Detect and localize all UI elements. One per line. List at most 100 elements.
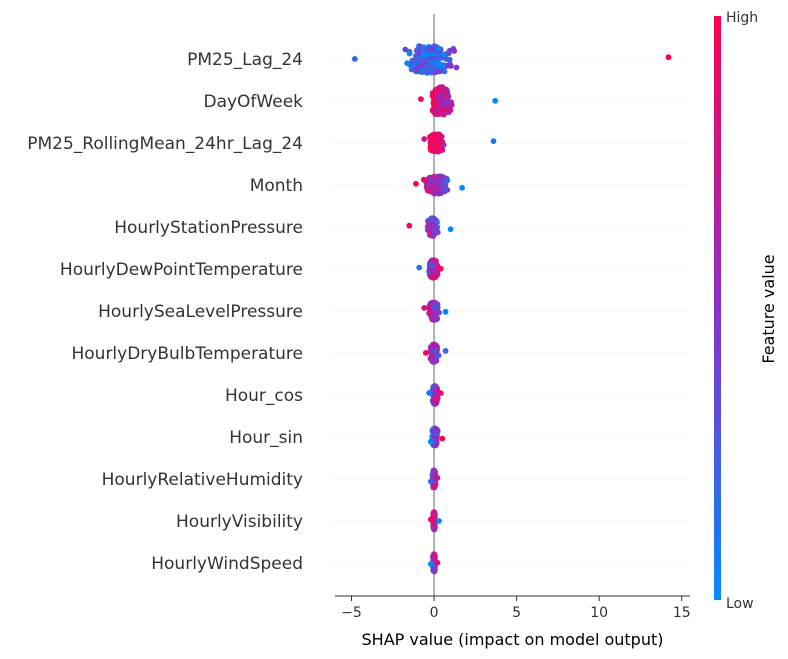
shap-point [430, 316, 437, 323]
shap-point [414, 57, 420, 64]
shap-point [423, 184, 430, 191]
shap-point [433, 353, 440, 360]
feature-label: Hour_cos [225, 386, 303, 406]
shap-point [447, 61, 453, 68]
shap-point [440, 181, 447, 188]
shap-point [432, 258, 439, 264]
x-tick-label: 15 [673, 605, 691, 621]
shap-point [446, 56, 453, 63]
shap-point [444, 177, 451, 184]
shap-point [430, 232, 437, 239]
shap-point [423, 68, 429, 75]
feature-label: Month [250, 176, 303, 196]
shap-point [427, 478, 434, 485]
shap-point [427, 561, 434, 567]
shap-point [443, 102, 450, 108]
shap-point [413, 65, 420, 72]
colorbar-low-label: Low [726, 596, 754, 612]
shap-point [437, 103, 444, 109]
x-tick-label: 0 [430, 605, 439, 621]
shap-point [442, 95, 449, 102]
shap-point [426, 390, 432, 396]
shap-point [445, 50, 452, 57]
shap-point [433, 59, 439, 65]
x-tick-label: 5 [512, 605, 521, 621]
shap-point [440, 51, 447, 58]
shap-point [432, 435, 439, 441]
feature-label: HourlyStationPressure [114, 218, 303, 238]
shap-point [427, 438, 434, 445]
feature-label: HourlyDewPointTemperature [60, 260, 303, 280]
beeswarm-points [351, 43, 672, 575]
shap-point [490, 138, 497, 145]
shap-point [427, 62, 433, 69]
shap-point [447, 226, 454, 233]
shap-point [406, 222, 413, 229]
x-axis-ticks: −5 0 5 10 15 [341, 596, 691, 621]
shap-point [420, 44, 427, 51]
shap-point [421, 136, 428, 142]
shap-point [433, 143, 440, 150]
shap-point [442, 186, 449, 193]
x-axis-title: SHAP value (impact on model output) [362, 630, 664, 649]
colorbar-title: Feature value [759, 254, 778, 363]
feature-label: DayOfWeek [203, 92, 303, 112]
shap-point [432, 386, 439, 393]
shap-point [665, 54, 672, 61]
shap-point [492, 97, 499, 104]
shap-point [433, 395, 439, 401]
shap-point [402, 46, 409, 53]
shap-point [433, 69, 440, 75]
colorbar-high-label: High [726, 10, 758, 26]
shap-point [442, 308, 449, 315]
shap-point [432, 176, 438, 182]
shap-point [418, 96, 424, 102]
shap-point [434, 559, 441, 566]
feature-label: PM25_Lag_24 [187, 50, 303, 70]
shap-point [408, 66, 415, 73]
x-tick-label: 10 [590, 605, 608, 621]
shap-point [417, 62, 424, 68]
colorbar [714, 16, 721, 600]
shap-point [432, 303, 439, 310]
feature-label: HourlyDryBulbTemperature [71, 344, 303, 364]
shap-point [431, 147, 438, 154]
shap-point [428, 221, 434, 228]
shap-point [431, 552, 438, 559]
shap-point [433, 106, 440, 113]
feature-label: Hour_sin [229, 428, 303, 448]
feature-label: HourlyVisibility [176, 512, 303, 532]
shap-point [432, 311, 439, 317]
shap-point [436, 87, 442, 94]
shap-point [429, 215, 435, 222]
shap-point [434, 229, 441, 236]
shap-point [430, 522, 437, 529]
shap-point [451, 48, 458, 54]
shap-point [437, 390, 444, 396]
shap-point [431, 482, 438, 489]
feature-label: HourlySeaLevelPressure [98, 302, 303, 322]
shap-point [429, 262, 436, 269]
shap-point [416, 50, 422, 57]
shap-point [437, 265, 444, 272]
shap-point [434, 475, 441, 481]
shap-point [420, 52, 427, 59]
shap-point [429, 92, 436, 99]
shap-point [432, 98, 439, 105]
shap-point [427, 516, 434, 523]
shap-point [430, 428, 437, 435]
shap-point [442, 348, 449, 354]
row-guide-lines [335, 58, 690, 564]
shap-point [427, 267, 434, 273]
feature-label: HourlyRelativeHumidity [102, 470, 303, 490]
shap-point [453, 64, 460, 71]
shap-point [416, 264, 423, 271]
shap-point [440, 62, 447, 68]
feature-labels: PM25_Lag_24 DayOfWeek PM25_RollingMean_24h… [27, 50, 303, 574]
shap-point [439, 435, 446, 442]
shap-point [436, 189, 443, 196]
shap-point [409, 57, 416, 64]
shap-point [431, 274, 437, 281]
shap-point [440, 142, 447, 148]
